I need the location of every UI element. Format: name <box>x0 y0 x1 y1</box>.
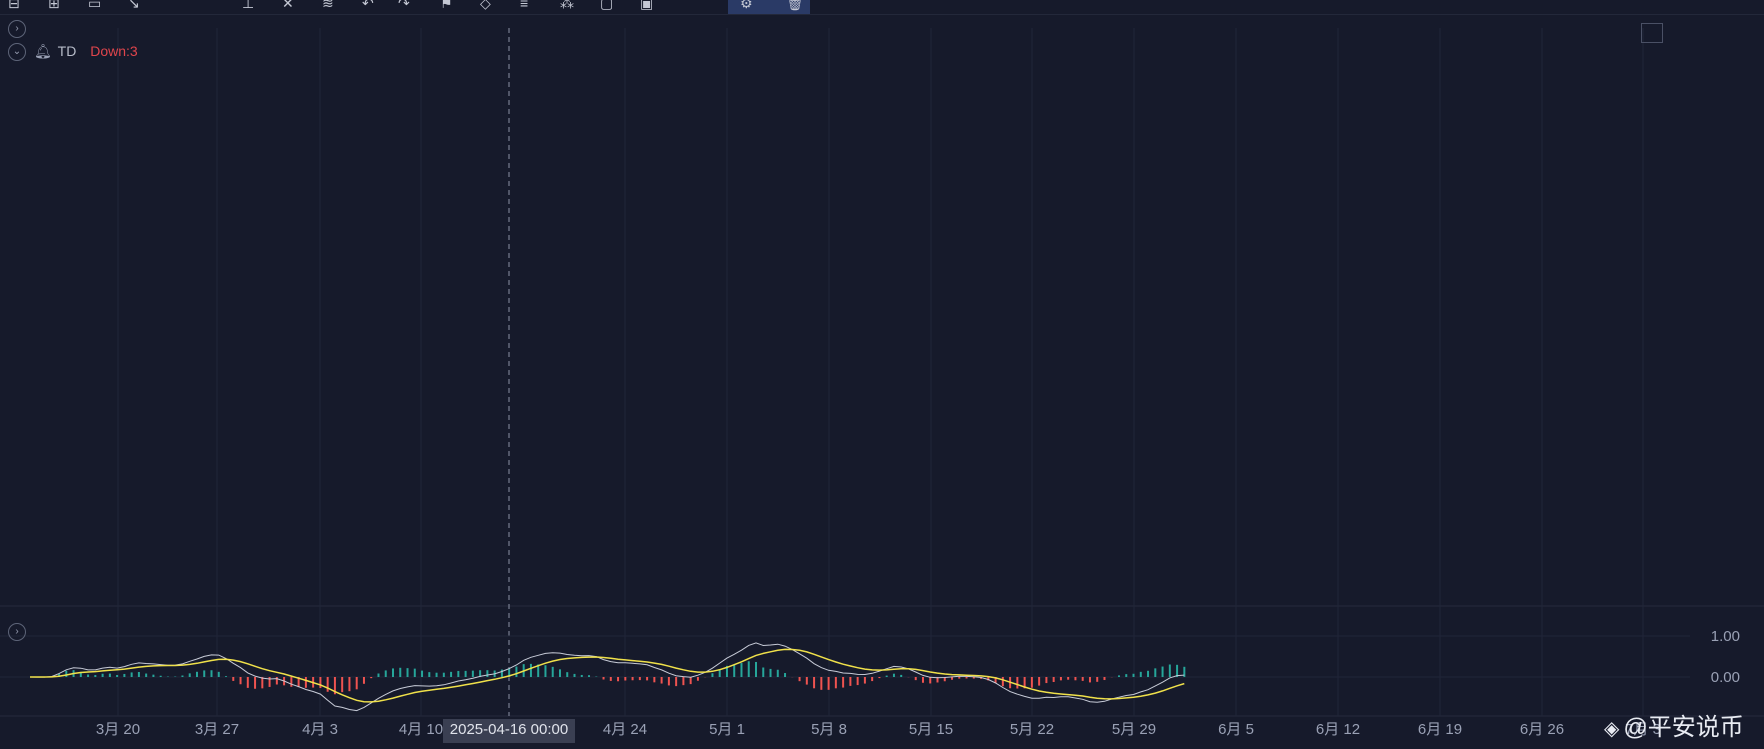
vertical-line-icon[interactable]: ⊥ <box>242 0 255 11</box>
fullscreen-icon[interactable] <box>1641 23 1663 43</box>
time-tick-label: 5月 15 <box>909 721 953 738</box>
indicator-name: TD <box>57 43 77 59</box>
macd-dif-line <box>29 642 1185 712</box>
time-tick-label: 3月 20 <box>96 721 140 738</box>
time-tick-label: 5月 1 <box>709 721 745 738</box>
settings-icon[interactable]: ⚙ <box>740 0 753 11</box>
indicator-value: Down:3 <box>90 43 138 59</box>
time-tick-label: 4月 3 <box>302 721 338 738</box>
time-tick-label: 4月 24 <box>603 721 647 738</box>
fibonacci-icon[interactable]: ≋ <box>322 0 334 11</box>
time-tick-label: 3月 27 <box>195 721 239 738</box>
macd-dea-line <box>30 648 1185 703</box>
time-tick-label: 7月 3 <box>1625 721 1661 738</box>
time-tick-label: 6月 12 <box>1316 721 1360 738</box>
grid-icon[interactable]: ⊞ <box>48 0 60 11</box>
time-tick-label: 6月 5 <box>1218 721 1254 738</box>
trash-icon[interactable]: 🗑 <box>786 0 804 11</box>
time-tick-label: 6月 26 <box>1520 721 1564 738</box>
time-tick-label: 5月 29 <box>1112 721 1156 738</box>
time-tick-label: 5月 22 <box>1010 721 1054 738</box>
cross-tool-icon[interactable]: ✕ <box>282 0 294 11</box>
layout-icon[interactable]: ▭ <box>88 0 102 11</box>
crosshair-time-tag <box>443 719 575 743</box>
scale-icon[interactable]: ⁂ <box>560 0 574 11</box>
indicator-legend: 🔔︎ TD Down:3 <box>34 43 138 60</box>
redo-icon[interactable]: ↷ <box>398 0 410 11</box>
bookmark-icon[interactable]: ⚑ <box>440 0 453 11</box>
chevron-right-icon[interactable]: › <box>8 623 26 641</box>
crosshair-time-label: 2025-04-16 00:00 <box>450 721 568 738</box>
drawing-toolbar: ⊟ ⊞ ▭ ↘ ⊥ ✕ ≋ ↶ ↷ ⚑ ◇ ≡ ⁂ ▢ ▣ ⚙ 🗑 <box>0 0 1764 15</box>
chevron-down-icon[interactable]: ⌄ <box>8 43 26 61</box>
macd-tick-label: 1.00 <box>1711 628 1740 645</box>
eraser-icon[interactable]: ◇ <box>480 0 491 11</box>
chevron-right-icon[interactable]: › <box>8 20 26 38</box>
bell-icon[interactable]: 🔔︎ <box>34 43 52 59</box>
undo-icon[interactable]: ↶ <box>362 0 374 11</box>
chart-type-icon[interactable]: ⊟ <box>8 0 20 11</box>
time-tick-label: 6月 19 <box>1418 721 1462 738</box>
watermark-text: @平安说币 <box>1623 714 1744 741</box>
watermark-logo-icon: ◈ <box>1604 718 1620 740</box>
screenshot-icon[interactable]: ▢ <box>600 0 614 11</box>
lock-icon[interactable]: ▣ <box>640 0 654 11</box>
time-tick-label: 4月 10 <box>399 721 443 738</box>
macd-tick-label: 0.00 <box>1711 669 1740 686</box>
price-chart[interactable]: 3月 20 3月 27 4月 3 4月 10 4月 24 5月 1 5月 8 5月 15 5月 … <box>0 14 1764 749</box>
time-tick-label: 5月 8 <box>811 721 847 738</box>
line-tool-icon[interactable]: ↘ <box>128 0 140 11</box>
toolbar-active-highlight <box>728 0 810 14</box>
watermark: ◈ @平安说币 <box>1604 707 1744 742</box>
measure-icon[interactable]: ≡ <box>520 0 529 11</box>
